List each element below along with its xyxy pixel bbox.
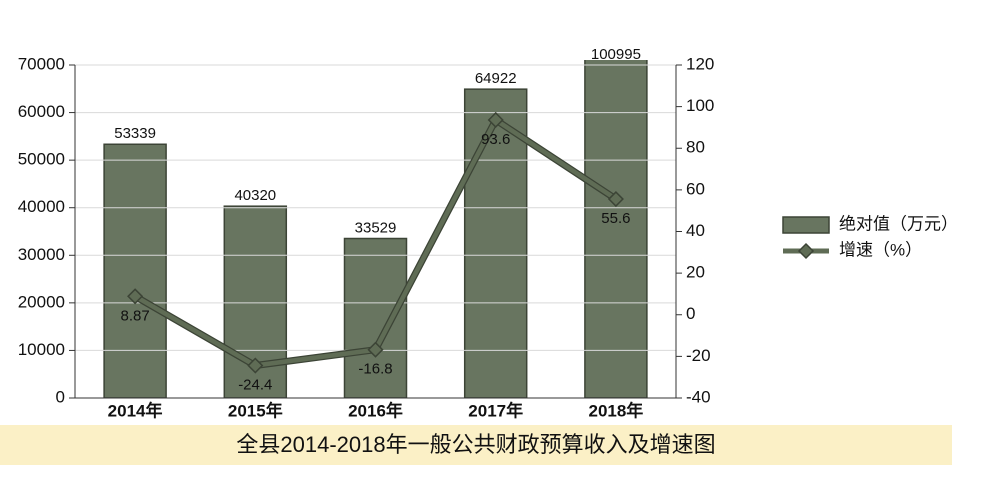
y2-tick-label: -20: [686, 346, 711, 365]
line-value-label: 93.6: [481, 131, 510, 148]
line-value-label: 55.6: [601, 210, 630, 227]
line-value-label: -24.4: [238, 377, 272, 394]
x-tick-label: 2018年: [588, 400, 643, 420]
x-tick-label: 2015年: [228, 400, 283, 420]
bar-value-label: 33529: [355, 219, 397, 236]
line-marker: [607, 190, 624, 208]
bar-value-label: 53339: [114, 125, 156, 142]
chart-title: 全县2014-2018年一般公共财政预算收入及增速图: [236, 432, 715, 457]
y-tick-label: 20000: [18, 292, 65, 311]
y2-tick-label: 0: [686, 304, 695, 323]
x-tick-label: 2014年: [108, 400, 163, 420]
y-tick-label: 30000: [18, 245, 65, 264]
y-tick-label: 10000: [18, 340, 65, 359]
y2-tick-label: 80: [686, 138, 705, 157]
y2-tick-label: 120: [686, 54, 714, 73]
line-marker: [487, 111, 504, 129]
legend-label: 绝对值（万元）: [839, 214, 958, 233]
x-tick-label: 2016年: [348, 400, 403, 420]
bar-value-label: 40320: [234, 187, 276, 204]
x-tick-label: 2017年: [468, 400, 523, 420]
y2-tick-label: -40: [686, 387, 711, 406]
line-value-label: -16.8: [358, 361, 392, 378]
y-tick-label: 0: [56, 387, 65, 406]
y2-tick-label: 100: [686, 96, 714, 115]
bar: [463, 88, 528, 398]
line-marker: [247, 357, 264, 374]
line-marker: [127, 288, 144, 305]
y-tick-label: 40000: [18, 197, 65, 216]
bar: [584, 60, 648, 398]
legend-label: 增速（%）: [839, 240, 922, 259]
y-tick-label: 50000: [18, 150, 65, 169]
bar-value-label: 64922: [475, 70, 517, 87]
y2-tick-label: 40: [686, 221, 705, 240]
y2-tick-label: 20: [686, 263, 705, 282]
bar-value-label: 100995: [591, 46, 641, 63]
title-band: [0, 425, 952, 465]
bar: [103, 143, 167, 398]
y-tick-label: 70000: [18, 54, 65, 73]
legend-swatch: [782, 216, 830, 234]
line-marker: [367, 341, 384, 358]
line-value-label: 8.87: [120, 307, 149, 324]
bar: [343, 237, 408, 398]
y-tick-label: 60000: [18, 102, 65, 121]
legend-marker: [797, 242, 815, 260]
plot-area: [103, 60, 648, 398]
y2-tick-label: 60: [686, 179, 705, 198]
